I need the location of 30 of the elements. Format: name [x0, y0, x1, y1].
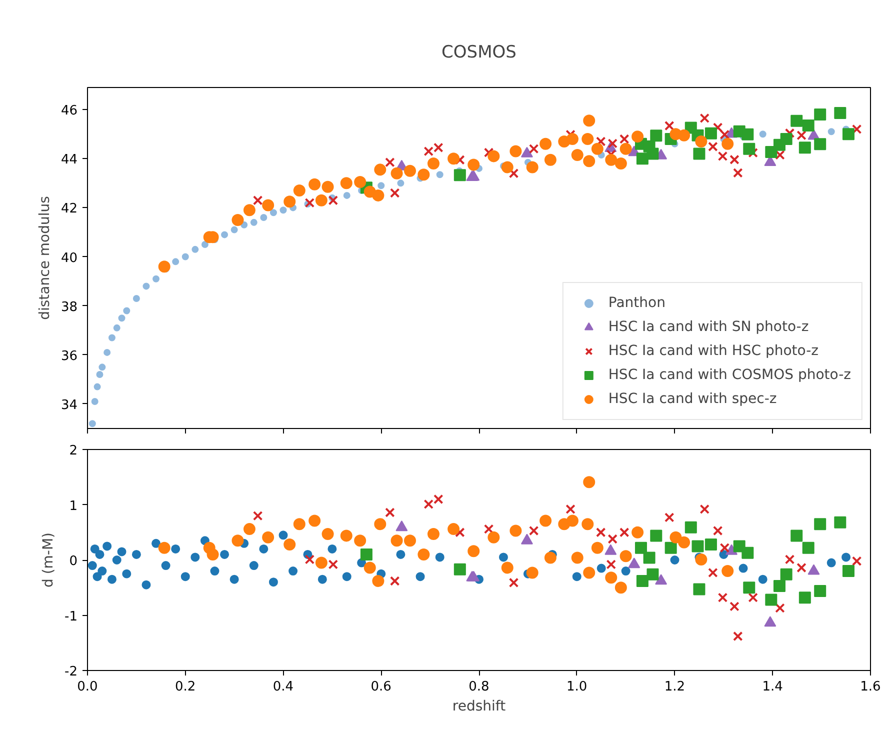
y-tick-label: 38	[60, 300, 78, 315]
x-tick-label: 0.8	[468, 680, 490, 694]
y-axis-title: d (m-M)	[40, 532, 57, 588]
y-tick-label: -1	[64, 609, 78, 624]
y-tick-label: 36	[60, 348, 78, 364]
y-axis-title: distance modulus	[36, 196, 53, 320]
legend-label: HSC Ia cand with SN photo-z	[608, 319, 809, 335]
y-tick-label: 46	[60, 104, 78, 119]
y-tick-label: 34	[60, 398, 78, 413]
legend-label: HSC Ia cand with spec-z	[608, 391, 777, 407]
x-tick-label: 1.4	[762, 680, 783, 694]
y-tick-label: 44	[60, 152, 78, 168]
y-tick-label: 42	[60, 202, 78, 217]
legend-label: Panthon	[608, 295, 666, 311]
x-axis-title: redshift	[452, 698, 506, 714]
chart-title: COSMOS	[442, 42, 516, 62]
x-tick-label: 1.2	[664, 680, 686, 694]
x-tick-label: 0.2	[175, 680, 196, 694]
x-tick-label: 0.4	[272, 680, 294, 694]
y-tick-label: 0	[69, 554, 78, 569]
y-tick-label: 2	[69, 444, 78, 458]
y-tick-label: -2	[64, 664, 78, 680]
legend-label: HSC Ia cand with COSMOS photo-z	[608, 367, 851, 383]
x-tick-label: 1.6	[860, 680, 881, 694]
x-tick-label: 0.0	[77, 680, 98, 694]
x-tick-label: 0.6	[370, 680, 392, 694]
y-tick-label: 1	[69, 498, 78, 514]
y-tick-label: 40	[60, 250, 78, 266]
x-tick-label: 1.0	[566, 680, 588, 694]
legend-label: HSC Ia cand with HSC photo-z	[608, 343, 819, 359]
